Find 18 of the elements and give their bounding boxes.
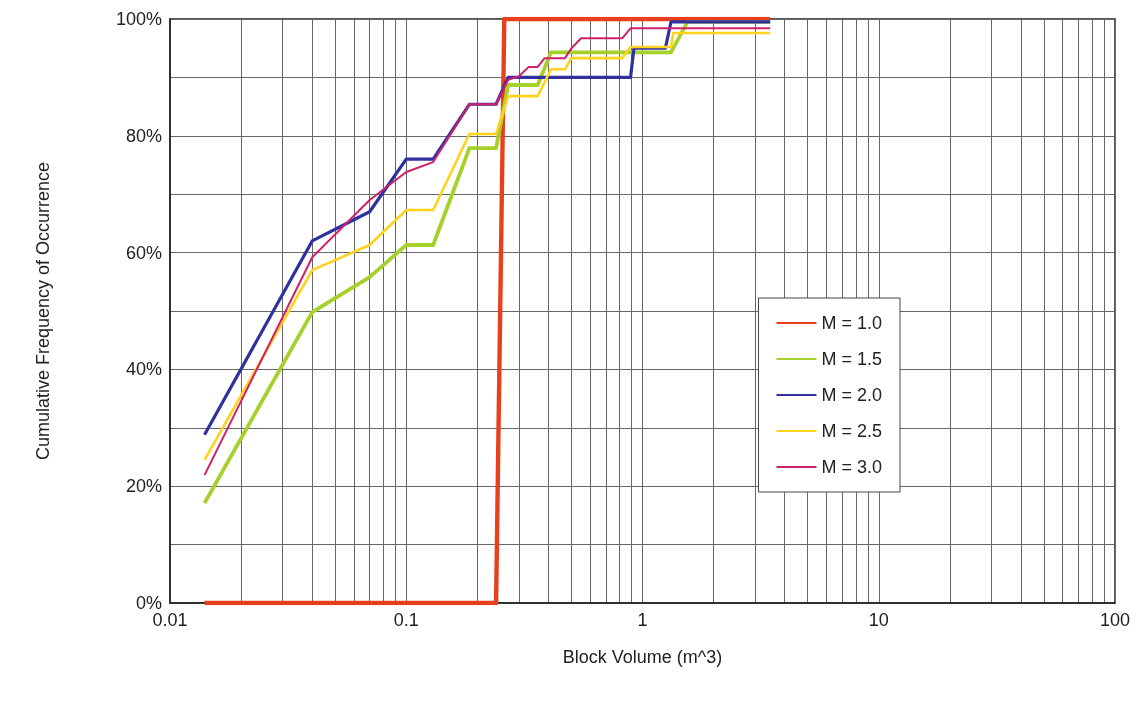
legend-label: M = 2.5 [821, 421, 882, 441]
x-tick-label: 1 [637, 610, 648, 630]
x-tick-label: 0.01 [152, 610, 188, 630]
legend-label: M = 3.0 [821, 457, 882, 477]
x-tick-label: 10 [868, 610, 889, 630]
y-tick-label: 0% [135, 593, 162, 613]
x-tick-label: 100 [1099, 610, 1131, 630]
y-tick-label: 40% [125, 359, 162, 380]
y-axis-title: Cumulative Frequency of Occurrence [33, 161, 53, 461]
y-tick-label: 100% [115, 9, 162, 29]
x-tick-label: 0.1 [393, 610, 419, 630]
y-tick-label: 60% [125, 242, 162, 263]
legend-label: M = 1.5 [821, 349, 882, 369]
legend-label: M = 2.0 [821, 385, 882, 405]
y-tick-label: 20% [125, 476, 162, 497]
y-tick-label: 80% [125, 125, 162, 146]
x-axis-title: Block Volume (m^3) [562, 647, 723, 667]
legend-label: M = 1.0 [821, 313, 882, 333]
